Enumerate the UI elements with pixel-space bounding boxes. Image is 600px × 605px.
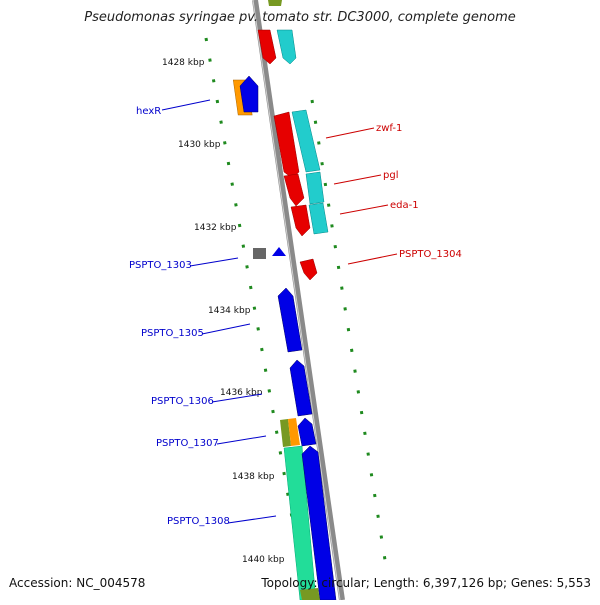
gene-features — [232, 0, 337, 601]
gene-label-pspto-1306[interactable]: PSPTO_1306 — [151, 396, 214, 407]
leader-pgl — [333, 174, 382, 185]
gene-label-hexr[interactable]: hexR — [136, 106, 161, 117]
gene-top-cyan — [276, 29, 297, 65]
leader-hexr — [161, 99, 211, 111]
accession-text: Accession: NC_004578 — [9, 576, 146, 590]
gene-label-pspto-1308[interactable]: PSPTO_1308 — [167, 516, 230, 527]
genome-summary-text: Topology: circular; Length: 6,397,126 bp… — [261, 576, 591, 590]
gene-bottom-olive — [300, 588, 320, 600]
gene-pspto-1308 — [301, 445, 337, 601]
gene-pspto-1305 — [277, 287, 303, 353]
gene-label-pspto-1307[interactable]: PSPTO_1307 — [156, 438, 219, 449]
gene-eda1-cog — [308, 202, 329, 235]
genome-backbone — [252, 0, 345, 601]
outer-scale-track — [310, 99, 387, 561]
leader-eda1 — [339, 204, 389, 215]
gene-hexr — [239, 75, 259, 113]
gene-pgl-cog — [305, 171, 325, 205]
leader-pspto-1307 — [216, 435, 267, 445]
leader-pspto-1305 — [201, 323, 251, 335]
gene-zwf1-cog — [291, 109, 321, 173]
kbp-tick-labels: 1428 kbp 1430 kbp 1432 kbp 1434 kbp 1436 kbp… — [162, 58, 285, 565]
leader-pspto-1303 — [189, 257, 239, 267]
gene-top-olive — [268, 0, 282, 6]
genome-backbone-highlight — [252, 0, 341, 601]
kbp-tick-label: 1434 kbp — [208, 306, 251, 316]
kbp-tick-label: 1436 kbp — [220, 388, 263, 398]
gene-top-red — [257, 29, 277, 65]
gene-pspto-1303 — [272, 247, 286, 256]
gene-label-pspto-1303[interactable]: PSPTO_1303 — [129, 260, 192, 271]
gene-pspto-1303-unknown — [253, 248, 266, 259]
gene-label-pspto-1304[interactable]: PSPTO_1304 — [399, 249, 462, 260]
genome-title: Pseudomonas syringae pv. tomato str. DC3… — [84, 10, 516, 25]
gene-labels: hexR zwf-1 pgl eda-1 PSPTO_1303 PSPTO_1304 PSP… — [129, 106, 462, 527]
gene-label-zwf-1[interactable]: zwf-1 — [376, 123, 402, 134]
kbp-tick-label: 1432 kbp — [194, 223, 237, 233]
gene-pspto-1306 — [289, 359, 313, 417]
gene-label-pgl[interactable]: pgl — [383, 170, 398, 181]
gene-pspto-1307-olive — [280, 419, 291, 447]
gene-pgl — [283, 173, 305, 207]
gene-pspto-1307 — [297, 417, 317, 447]
gene-pspto-1307-orange — [288, 418, 300, 446]
gene-label-eda-1[interactable]: eda-1 — [390, 200, 419, 211]
kbp-tick-label: 1438 kbp — [232, 472, 275, 482]
gene-eda1 — [290, 204, 311, 237]
leader-pspto-1308 — [227, 515, 277, 524]
leader-zwf1 — [325, 127, 375, 139]
leader-pspto-1306 — [211, 393, 263, 403]
gene-label-pspto-1305[interactable]: PSPTO_1305 — [141, 328, 204, 339]
kbp-tick-label: 1430 kbp — [178, 140, 221, 150]
kbp-tick-label: 1440 kbp — [242, 555, 285, 565]
label-leaders — [161, 99, 398, 524]
kbp-tick-label: 1428 kbp — [162, 58, 205, 68]
leader-pspto-1304 — [347, 253, 398, 265]
gene-pspto-1304 — [299, 258, 318, 281]
